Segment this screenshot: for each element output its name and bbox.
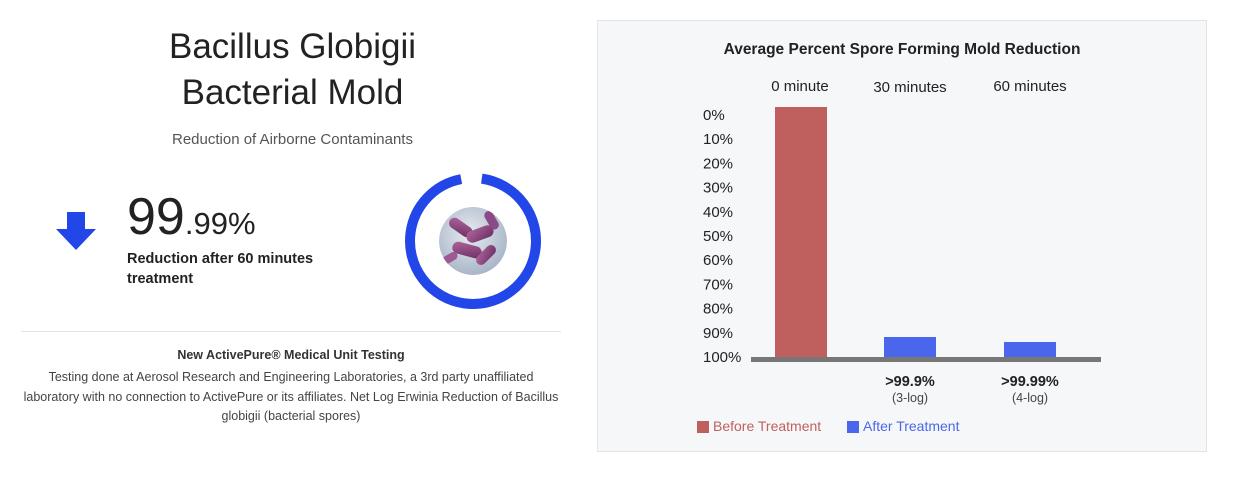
page-title: Bacillus Globigii Bacterial Mold: [0, 24, 585, 116]
bar: [1004, 342, 1056, 357]
y-tick-label: 10%: [703, 131, 733, 148]
y-tick-label: 30%: [703, 180, 733, 197]
y-tick-label: 0%: [703, 107, 725, 124]
bar-value-label: >99.9%: [885, 374, 935, 390]
y-tick-label: 50%: [703, 228, 733, 245]
y-tick-label: 20%: [703, 155, 733, 172]
y-tick-label: 70%: [703, 276, 733, 293]
bacteria-ring: [405, 173, 541, 309]
divider: [21, 331, 561, 332]
stat-main: 99: [127, 188, 185, 246]
category-label: 30 minutes: [873, 79, 946, 96]
x-axis-line: [751, 357, 1101, 362]
bar-sub-label: (3-log): [892, 391, 928, 405]
stat-decimal: .99%: [184, 206, 256, 241]
note-body: Testing done at Aerosol Research and Eng…: [23, 370, 559, 423]
title-line-2: Bacterial Mold: [181, 73, 404, 112]
bar: [775, 107, 827, 357]
stats-panel: Bacillus Globigii Bacterial Mold Reducti…: [0, 0, 585, 478]
bar-chart: 0% 10% 20% 30% 40% 50% 60% 70% 80% 90% 100% 0 minut…: [697, 78, 1101, 434]
category-label: 0 minute: [771, 78, 829, 95]
page-subtitle: Reduction of Airborne Contaminants: [172, 131, 413, 148]
legend-swatch: [697, 421, 709, 433]
y-tick-label: 40%: [703, 204, 733, 221]
bar-value-label: >99.99%: [1001, 374, 1059, 390]
y-tick-label: 90%: [703, 325, 733, 342]
bar: [884, 337, 936, 357]
stat-value: 99.99%: [127, 186, 256, 255]
chart-title: Average Percent Spore Forming Mold Reduc…: [723, 41, 1081, 58]
note-title: New ActivePure® Medical Unit Testing: [177, 348, 405, 362]
y-tick-label: 60%: [703, 252, 733, 269]
legend-swatch: [847, 421, 859, 433]
y-tick-label: 80%: [703, 301, 733, 318]
legend-label: Before Treatment: [713, 418, 821, 434]
y-tick-label: 100%: [703, 349, 741, 366]
bar-sub-label: (4-log): [1012, 391, 1048, 405]
arrow-down-icon: [56, 212, 96, 250]
legend-label: After Treatment: [863, 418, 960, 434]
chart-panel: Average Percent Spore Forming Mold Reduc…: [597, 20, 1207, 452]
bacteria-image: [439, 207, 507, 275]
title-line-1: Bacillus Globigii: [168, 27, 417, 66]
category-label: 60 minutes: [993, 78, 1066, 95]
stat-caption: Reduction after 60 minutes treatment: [127, 251, 314, 287]
